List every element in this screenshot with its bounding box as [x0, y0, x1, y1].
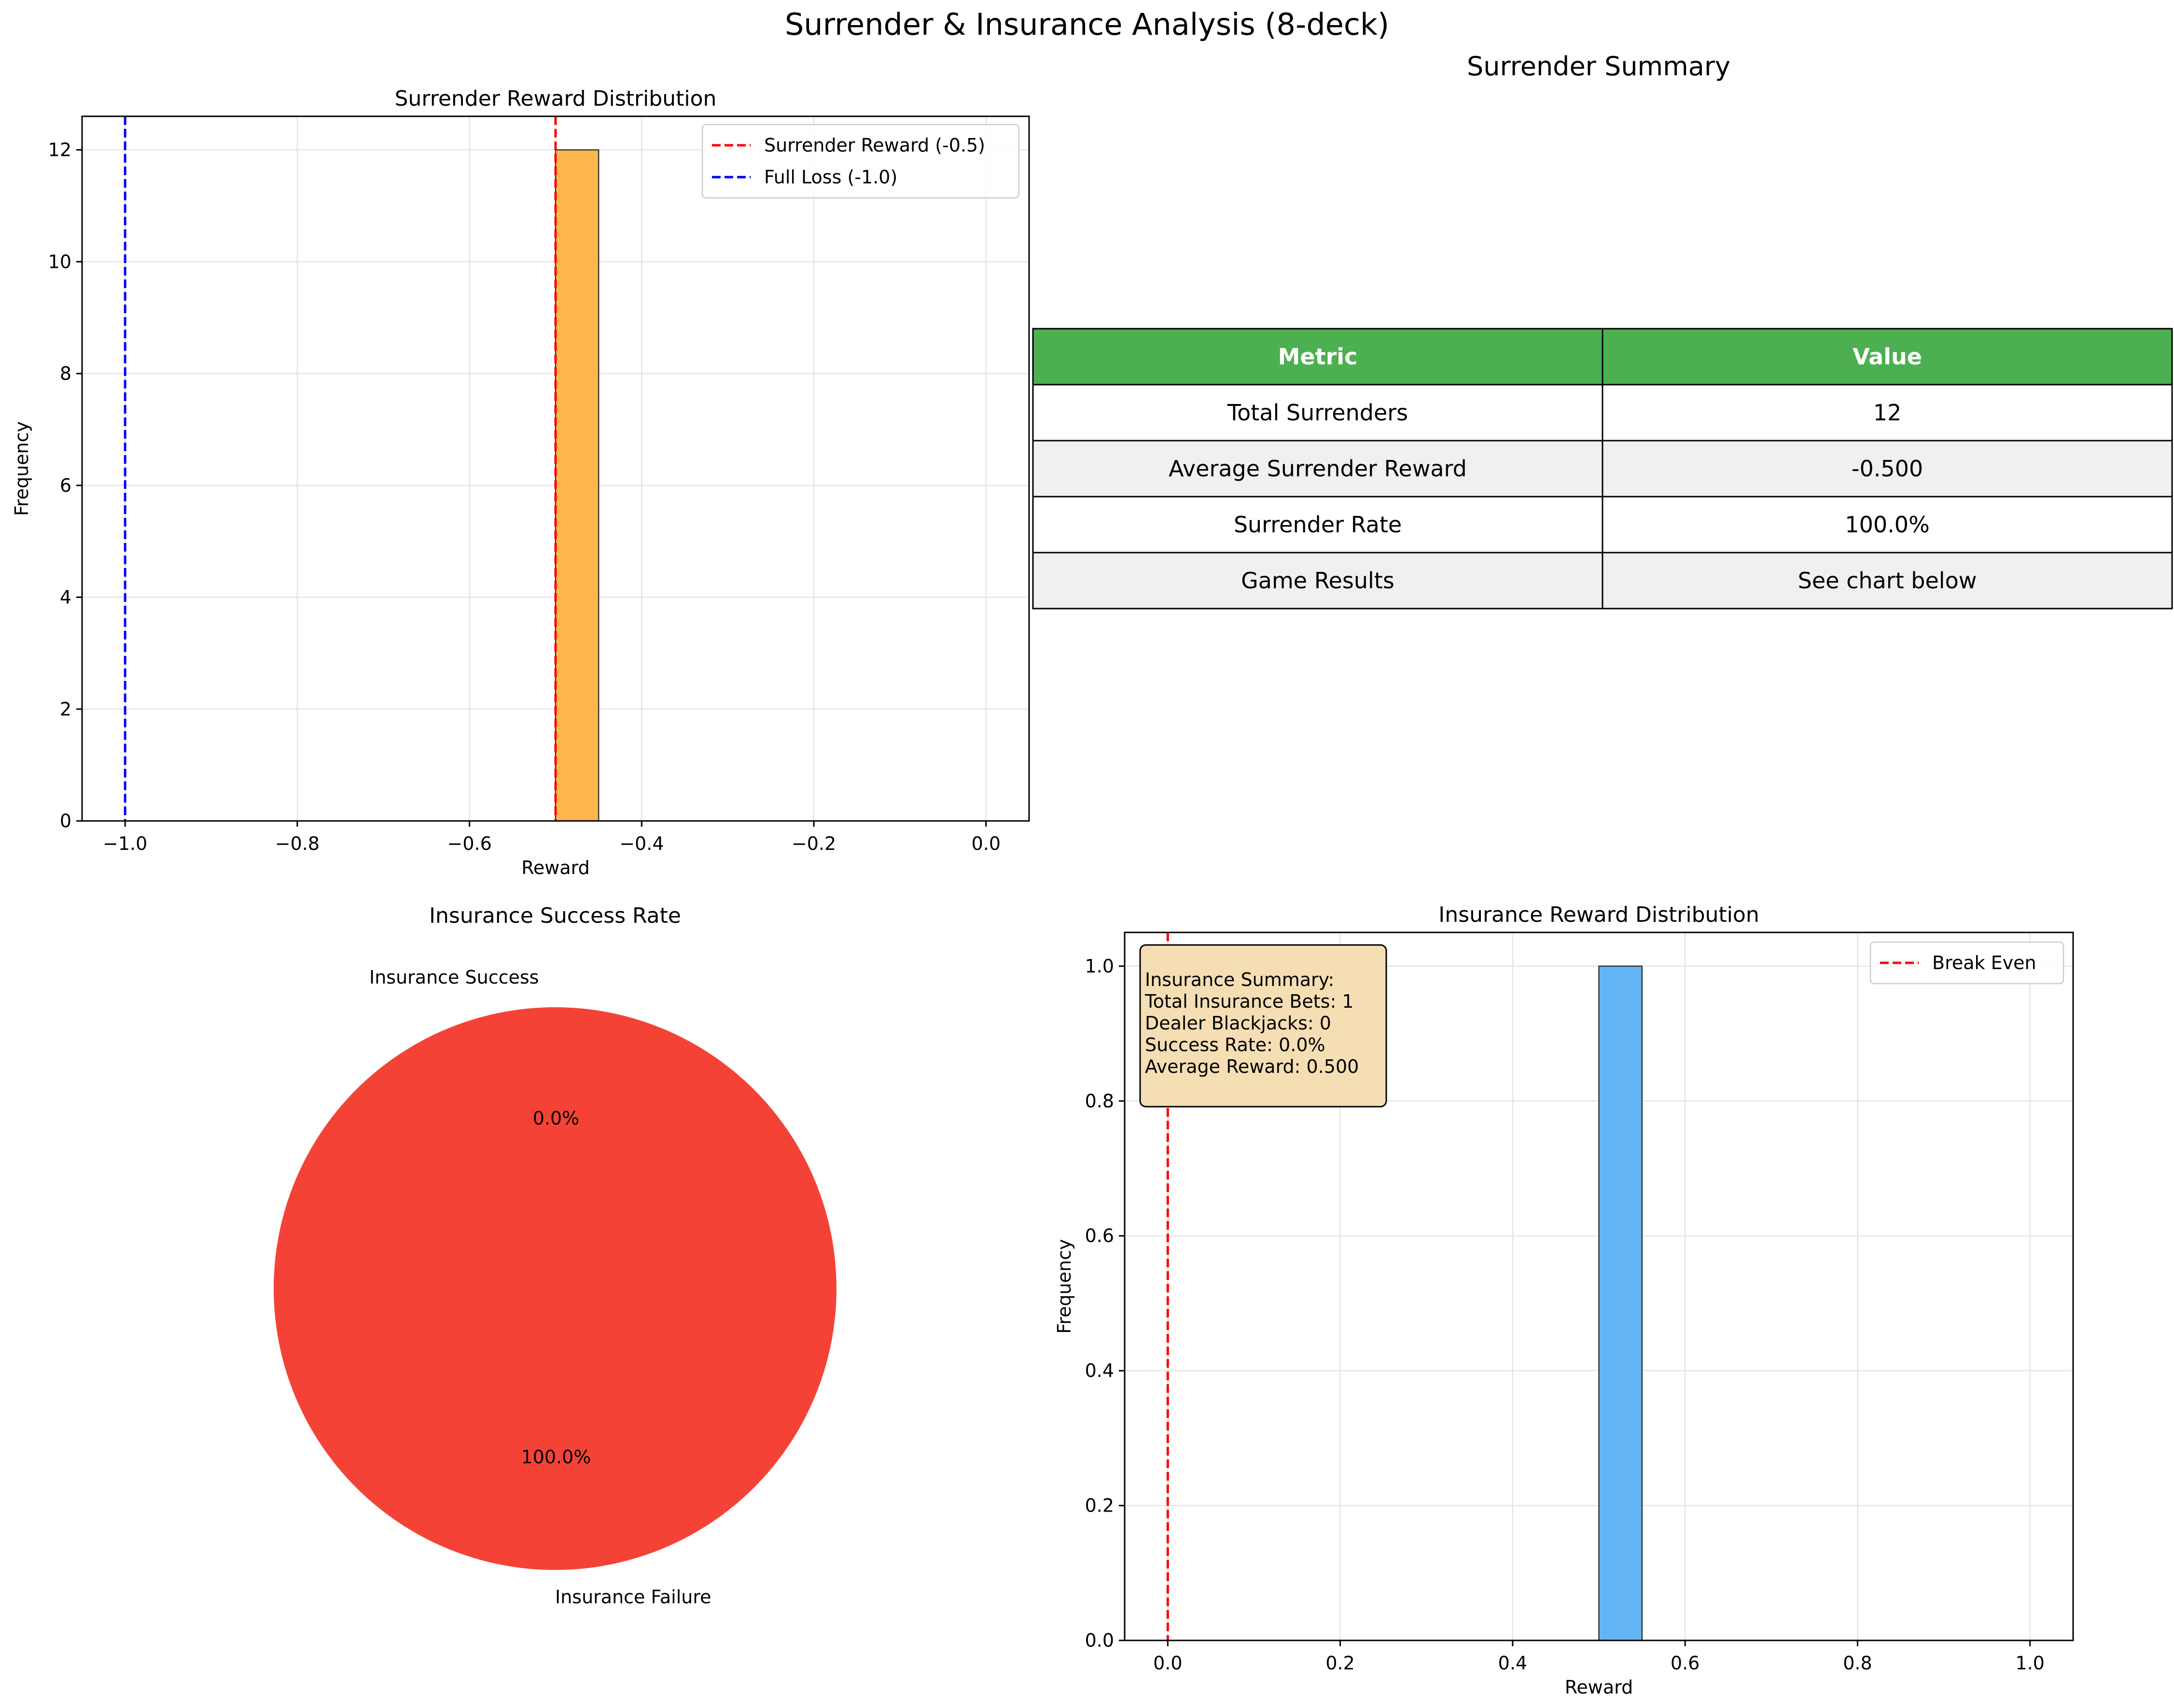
table-cell-text: Total Surrenders	[1227, 400, 1408, 426]
y-tick-label: 0	[60, 810, 71, 832]
x-tick-label: −0.4	[619, 833, 664, 854]
x-tick-label: 0.6	[1671, 1652, 1700, 1674]
chart-title: Insurance Reward Distribution	[1438, 903, 1759, 927]
table-cell-text: Surrender Rate	[1234, 512, 1402, 538]
table-cell-text: -0.500	[1852, 456, 1923, 482]
y-axis-label: Frequency	[11, 421, 32, 516]
legend-label: Full Loss (-1.0)	[764, 167, 897, 188]
x-tick-label: −0.2	[792, 833, 836, 854]
insurance-success-pie: Insurance Success Rate Insurance Success 0…	[274, 903, 836, 1608]
y-tick-label: 6	[60, 475, 71, 496]
legend-label: Break Even	[1932, 952, 2036, 973]
y-tick-label: 0.0	[1085, 1630, 1114, 1651]
x-tick-label: 0.8	[1843, 1652, 1872, 1674]
y-tick-label: 0.8	[1085, 1090, 1114, 1111]
table-header-label: Value	[1853, 344, 1922, 370]
chart-title: Surrender Summary	[1467, 51, 1730, 82]
y-tick-label: 8	[60, 363, 71, 384]
annotation-line: Success Rate: 0.0%	[1145, 1034, 1325, 1055]
x-axis-label: Reward	[521, 857, 590, 878]
legend-box	[701, 124, 1020, 199]
y-tick-label: 12	[48, 139, 71, 161]
annotation-line: Average Reward: 0.500	[1145, 1056, 1359, 1077]
chart-title: Surrender Reward Distribution	[395, 86, 717, 111]
annotation-line: Total Insurance Bets: 1	[1144, 991, 1354, 1012]
y-tick-label: 0.2	[1085, 1495, 1114, 1516]
table-cell-text: 12	[1873, 400, 1902, 426]
x-tick-label: 1.0	[2015, 1652, 2044, 1674]
legend-label: Surrender Reward (-0.5)	[764, 135, 985, 156]
table-header-label: Metric	[1278, 344, 1358, 370]
x-tick-label: 0.0	[1153, 1652, 1182, 1674]
plot-frame	[81, 115, 1030, 822]
table-cell-text: 100.0%	[1845, 512, 1929, 538]
pie-percent-label: 100.0%	[521, 1446, 591, 1468]
legend-box	[1869, 941, 2064, 985]
table-cell	[1602, 384, 2173, 442]
x-tick-label: 0.2	[1325, 1652, 1354, 1674]
y-tick-label: 0.6	[1085, 1225, 1114, 1247]
surrender-reward-histogram: −1.0 −0.8 −0.6 −0.4 −0.2 0.0 0 2 4 6 8 10 12 Surrende…	[11, 86, 1030, 878]
y-tick-label: 4	[60, 587, 71, 608]
pie-percent-label: 0.0%	[533, 1108, 580, 1129]
histogram-bar	[1598, 965, 1643, 1641]
table-cell-text: Game Results	[1241, 568, 1394, 594]
x-tick-label: −0.8	[275, 833, 320, 854]
y-axis-label: Frequency	[1054, 1239, 1075, 1333]
table-cell	[1032, 552, 1603, 610]
y-tick-label: 10	[48, 251, 71, 272]
table-cell	[1602, 440, 2173, 498]
table-cell-text: Average Surrender Reward	[1169, 456, 1467, 482]
annotation-line: Insurance Summary:	[1145, 969, 1334, 990]
x-tick-label: −1.0	[103, 833, 147, 854]
x-tick-label: 0.0	[972, 833, 1001, 854]
y-tick-label: 2	[60, 698, 71, 720]
table-header-cell	[1602, 328, 2173, 386]
x-tick-label: −0.6	[447, 833, 491, 854]
x-axis-label: Reward	[1565, 1677, 1633, 1698]
table-cell	[1602, 552, 2173, 610]
insurance-reward-histogram: 0.0 0.2 0.4 0.6 0.8 1.0 0.0 0.2 0.4 0.6 0.8 1.0 Insu…	[1054, 903, 2074, 1698]
table-cell-text: See chart below	[1798, 568, 1977, 594]
table-cell	[1032, 496, 1603, 554]
surrender-summary-table: Surrender Summary Metric Value Total Surren…	[1032, 51, 2173, 610]
annotation-box	[1139, 944, 1387, 1108]
chart-title: Insurance Success Rate	[429, 903, 681, 928]
annotation-line: Dealer Blackjacks: 0	[1145, 1013, 1331, 1034]
y-tick-label: 0.4	[1085, 1360, 1114, 1381]
histogram-bar	[555, 149, 599, 822]
pie-label: Insurance Failure	[555, 1586, 711, 1608]
table-cell	[1032, 440, 1603, 498]
pie-label: Insurance Success	[369, 967, 539, 988]
plot-frame	[1124, 931, 2074, 1641]
pie-slice	[274, 1007, 836, 1570]
y-tick-label: 1.0	[1085, 956, 1114, 977]
figure-title: Surrender & Insurance Analysis (8-deck)	[785, 7, 1389, 42]
x-tick-label: 0.4	[1498, 1652, 1527, 1674]
